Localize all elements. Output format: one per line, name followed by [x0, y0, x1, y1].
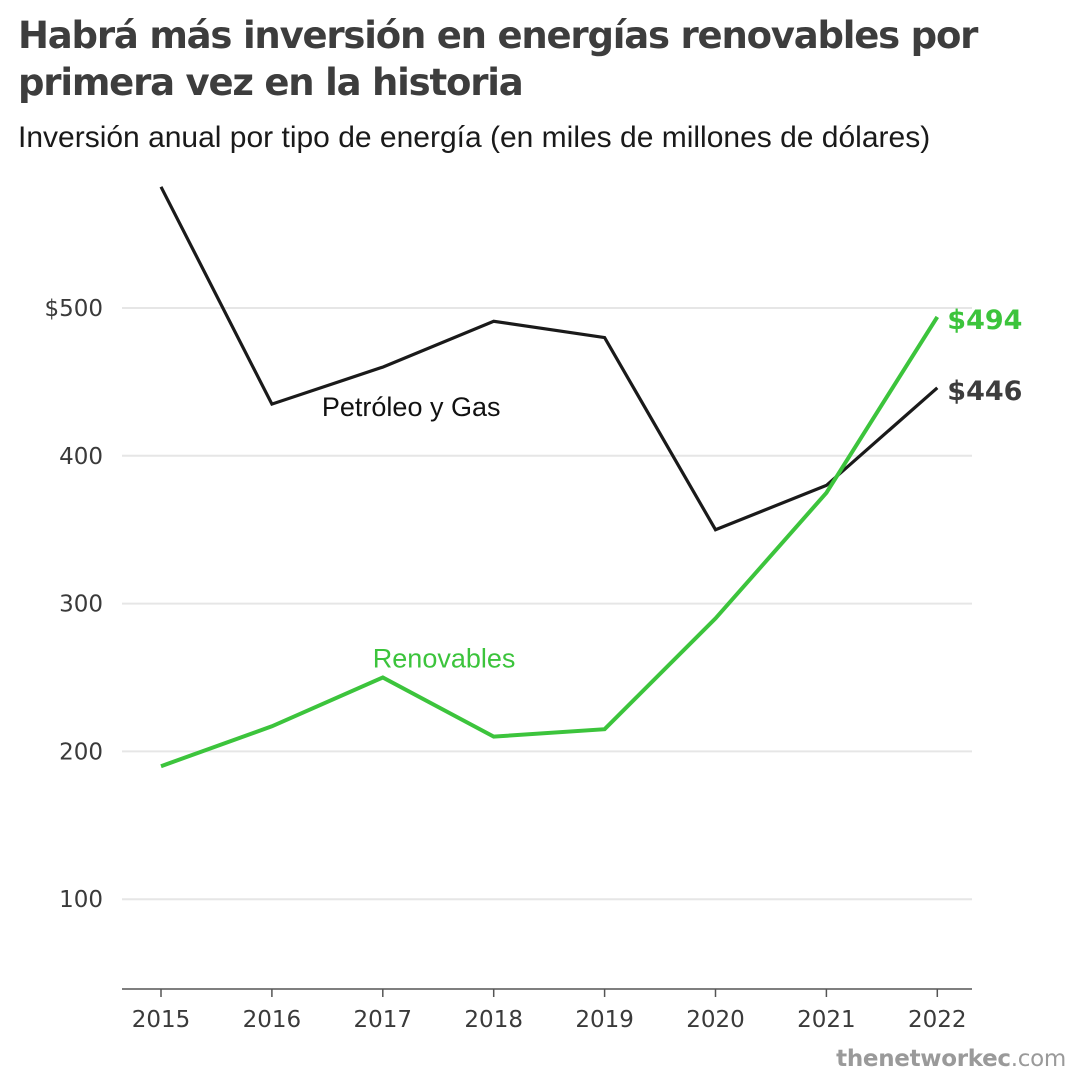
gridlines [122, 307, 972, 901]
y-tick-label-200: 200 [59, 739, 103, 765]
labels: 100 200 300 400 $500 2015 2016 2017 2018 2019 2020… [44, 296, 1022, 1033]
series-lines [159, 186, 939, 769]
series-name-renovables: Renovables [373, 644, 516, 674]
x-tick-label-2019: 2019 [575, 1007, 634, 1033]
x-tick-label-2017: 2017 [354, 1007, 413, 1033]
chart-title: Habrá más inversión en energías renovabl… [18, 14, 978, 104]
y-tick-label-100: 100 [59, 887, 103, 913]
end-label-petroleo-gas: $446 [947, 376, 1022, 407]
x-tick-label-2018: 2018 [464, 1007, 523, 1033]
x-tick-label-2015: 2015 [132, 1007, 191, 1033]
series-name-petroleo-gas: Petróleo y Gas [322, 392, 501, 422]
source-credit: thenetworkec.com [836, 1046, 1066, 1072]
x-tick-label-2021: 2021 [797, 1007, 856, 1033]
y-tick-label-400: 400 [59, 444, 103, 470]
x-tick-label-2020: 2020 [686, 1007, 745, 1033]
chart-subtitle: Inversión anual por tipo de energía (en … [18, 121, 931, 154]
x-tick-label-2016: 2016 [243, 1007, 302, 1033]
x-tick-label-2022: 2022 [908, 1007, 967, 1033]
y-tick-label-500: $500 [44, 296, 103, 322]
series-line-renovables [160, 315, 939, 769]
source-tld: .com [1010, 1046, 1067, 1072]
x-axis [122, 988, 972, 997]
source-domain: thenetworkec [836, 1046, 1011, 1072]
y-tick-label-300: 300 [59, 592, 103, 618]
end-label-renovables: $494 [947, 305, 1022, 336]
series-line-petroleo-gas [159, 186, 939, 532]
